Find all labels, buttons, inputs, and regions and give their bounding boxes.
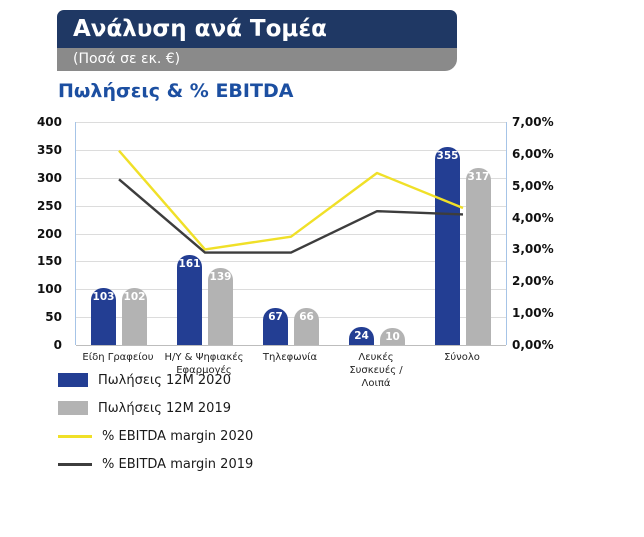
bar-value-label: 161 (178, 258, 201, 271)
legend-item: % EBITDA margin 2020 (58, 428, 253, 444)
section-subtitle: (Ποσά σε εκ. €) (57, 48, 457, 71)
gridline (76, 177, 506, 179)
category-label: Η/Υ & Ψηφιακές Εφαρμογές (164, 352, 244, 376)
right-axis-tick: 3,00% (512, 242, 554, 257)
legend-item: Πωλήσεις 12M 2019 (58, 400, 253, 416)
section-banner: Ανάλυση ανά Τομέα (Ποσά σε εκ. €) (57, 10, 457, 71)
ebitda-line-2020 (118, 149, 464, 251)
right-axis-tick: 5,00% (512, 178, 554, 193)
ebitda-lines (118, 149, 464, 254)
bar-value-label: 317 (467, 171, 490, 184)
right-axis-tick: 4,00% (512, 210, 554, 225)
bar-2020: 67 (263, 307, 288, 345)
gridline (76, 205, 506, 207)
legend-line-swatch (58, 434, 92, 438)
bar-group: 161 139 (162, 122, 248, 345)
left-axis-tick: 0 (53, 338, 62, 352)
bar-2020: 103 (91, 287, 116, 345)
right-axis-tick: 2,00% (512, 274, 554, 289)
gridline (76, 345, 506, 346)
left-axis-labels: 400 350 300 250 200 150 100 50 0 (28, 115, 68, 352)
legend-item: Πωλήσεις 12M 2020 (58, 372, 253, 388)
bar-value-label: 24 (354, 329, 369, 342)
bar-group: 24 10 (334, 122, 420, 345)
left-axis-tick: 100 (36, 282, 62, 297)
bar-2020: 355 (435, 147, 460, 345)
ebitda-line-2019 (118, 178, 464, 254)
bar-value-label: 67 (268, 310, 283, 323)
gridline (76, 233, 506, 235)
bar-2020: 161 (177, 255, 202, 345)
bar-2019: 102 (122, 288, 147, 345)
bar-2019: 139 (208, 267, 233, 345)
left-axis-tick: 150 (36, 254, 62, 269)
bar-2019: 66 (294, 308, 319, 345)
left-axis-tick: 300 (36, 170, 62, 185)
legend-line-swatch (58, 462, 92, 466)
category-label: Λευκές Συσκευές / Λοιπά (349, 352, 403, 389)
category-label: Τηλεφωνία (262, 352, 318, 363)
gridline (76, 122, 506, 123)
right-axis-tick: 1,00% (512, 306, 554, 321)
left-axis-tick: 200 (36, 226, 62, 241)
x-axis-labels: Είδη Γραφείου Η/Υ & Ψηφιακές Εφαρμογές Τηλ… (75, 351, 505, 390)
bar-2020: 24 (349, 326, 374, 345)
bar-value-label: 10 (385, 331, 400, 344)
left-axis-tick: 250 (36, 198, 62, 213)
legend-item: % EBITDA margin 2019 (58, 456, 253, 472)
chart-legend: Πωλήσεις 12M 2020 Πωλήσεις 12M 2019 % EBIT… (58, 372, 253, 484)
right-axis-tick: 7,00% (512, 115, 554, 129)
right-axis-labels: 7,00% 6,00% 5,00% 4,00% 3,00% 2,00% 1,00% 0,00% (512, 115, 568, 352)
right-axis-tick: 0,00% (512, 338, 554, 352)
legend-label: Πωλήσεις 12M 2019 (98, 400, 231, 416)
left-axis-tick: 400 (36, 115, 62, 129)
category-label: Είδη Γραφείου (82, 352, 154, 363)
bar-value-label: 102 (123, 291, 146, 304)
section-title: Ανάλυση ανά Τομέα (57, 10, 457, 48)
bar-2019: 317 (466, 168, 491, 345)
chart-title: Πωλήσεις & % EBITDA (58, 80, 294, 102)
gridline (76, 261, 506, 263)
gridline (76, 149, 506, 151)
left-axis-tick: 350 (36, 142, 62, 157)
gridline (76, 289, 506, 291)
legend-bar-swatch (58, 401, 88, 415)
category-label: Σύνολο (444, 352, 480, 363)
bar-value-label: 355 (436, 150, 459, 163)
right-axis-tick: 6,00% (512, 146, 554, 161)
bar-value-label: 66 (299, 311, 314, 324)
bar-group: 103 102 (76, 122, 162, 345)
legend-label: % EBITDA margin 2020 (102, 428, 254, 444)
bar-group: 67 66 (248, 122, 334, 345)
bar-value-label: 103 (92, 290, 115, 303)
legend-label: % EBITDA margin 2019 (102, 456, 254, 472)
legend-bar-swatch (58, 373, 88, 387)
legend-label: Πωλήσεις 12M 2020 (98, 372, 231, 388)
bar-group: 355 317 (420, 122, 506, 345)
plot-area: 103 102 161 139 67 66 24 10 355 317 (75, 122, 507, 346)
gridline (76, 317, 506, 319)
bar-value-label: 139 (209, 270, 232, 283)
left-axis-tick: 50 (45, 310, 62, 325)
bar-2019: 10 (380, 328, 405, 345)
